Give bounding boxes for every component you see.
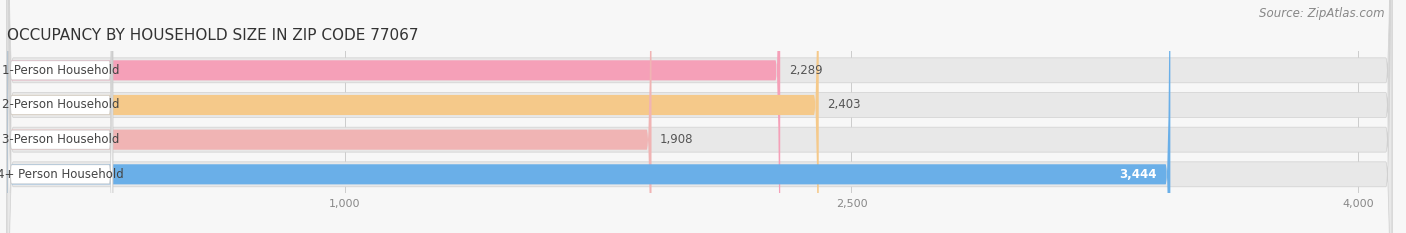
Text: 3,444: 3,444 [1119,168,1157,181]
FancyBboxPatch shape [7,0,818,233]
FancyBboxPatch shape [8,0,112,233]
FancyBboxPatch shape [8,0,112,233]
Text: 2,403: 2,403 [827,99,860,112]
FancyBboxPatch shape [7,0,1392,233]
FancyBboxPatch shape [8,0,112,233]
FancyBboxPatch shape [7,0,1392,233]
Text: 1-Person Household: 1-Person Household [1,64,120,77]
FancyBboxPatch shape [7,0,1392,233]
Text: 2-Person Household: 2-Person Household [1,99,120,112]
FancyBboxPatch shape [7,0,780,233]
Text: 3-Person Household: 3-Person Household [1,133,120,146]
FancyBboxPatch shape [7,0,1392,233]
FancyBboxPatch shape [7,0,651,233]
Text: Source: ZipAtlas.com: Source: ZipAtlas.com [1260,7,1385,20]
FancyBboxPatch shape [7,0,1170,233]
Text: 2,289: 2,289 [789,64,823,77]
Text: 1,908: 1,908 [659,133,693,146]
Text: 4+ Person Household: 4+ Person Household [0,168,124,181]
FancyBboxPatch shape [8,0,112,233]
Text: OCCUPANCY BY HOUSEHOLD SIZE IN ZIP CODE 77067: OCCUPANCY BY HOUSEHOLD SIZE IN ZIP CODE … [7,28,419,43]
